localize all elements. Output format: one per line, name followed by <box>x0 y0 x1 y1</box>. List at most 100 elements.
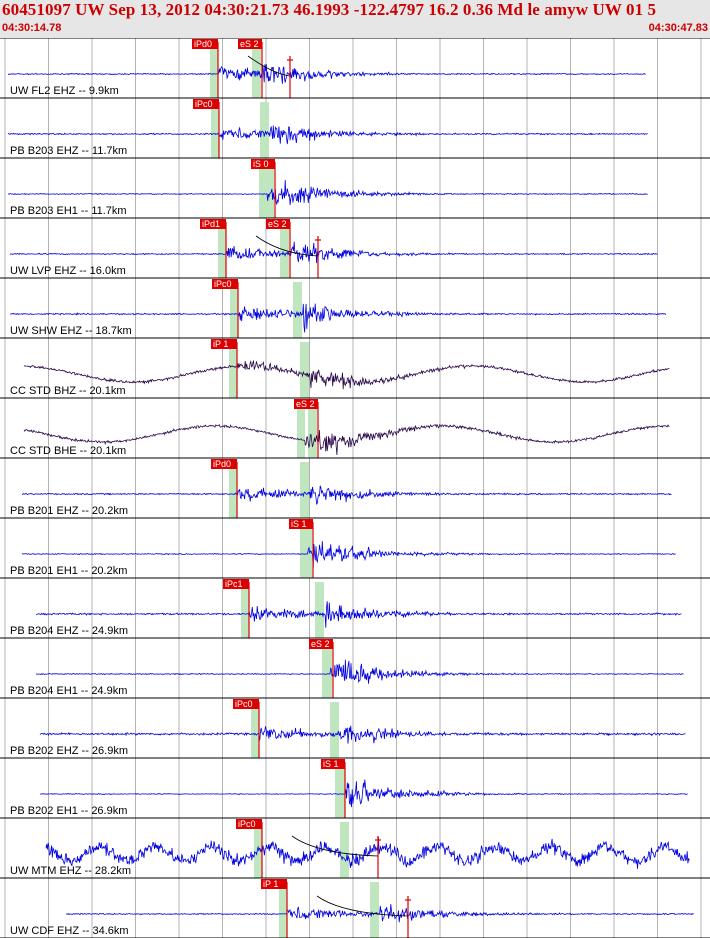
channel-row: iPd0 eS 2 UW FL2 EHZ -- 9.9km <box>0 38 710 98</box>
waveform-trace <box>7 125 648 145</box>
s-window <box>293 282 302 338</box>
p-pick-label: iPc1 <box>225 579 243 589</box>
p-pick-label: iPd0 <box>194 39 212 49</box>
p-window <box>297 402 305 458</box>
channel-row: iPc0 UW MTM EHZ -- 28.2km <box>0 817 710 878</box>
p-pick-label: iPc0 <box>235 699 253 709</box>
s-window <box>315 582 324 638</box>
p-window <box>218 222 226 278</box>
channel-list: iPd0 eS 2 UW FL2 EHZ -- 9.9km iPc0 PB B203 E… <box>0 38 710 938</box>
channel-label: UW LVP EHZ -- 16.0km <box>10 265 126 277</box>
s-window <box>252 42 261 98</box>
seismogram-panel: iPd0 eS 2 UW FL2 EHZ -- 9.9km iPc0 PB B203 E… <box>0 38 710 938</box>
p-window <box>230 282 238 338</box>
waveform-trace <box>10 303 667 333</box>
s-pick-label: iS 1 <box>291 519 307 529</box>
p-pick-flag <box>193 99 219 109</box>
channel-row: iPc1 PB B204 EHZ -- 24.9km <box>0 577 710 638</box>
channel-row: iP 1 CC STD BHZ -- 20.1km <box>0 337 710 398</box>
p-pick-label: iP 1 <box>213 339 228 349</box>
p-pick-flag <box>211 459 237 469</box>
s-pick-flag <box>309 639 333 649</box>
p-pick-flag <box>233 699 259 709</box>
event-title: 60451097 UW Sep 13, 2012 04:30:21.73 46.… <box>2 0 657 19</box>
p-window <box>279 882 287 938</box>
channel-row: iS 1 PB B202 EH1 -- 26.9km <box>0 757 710 818</box>
channel-row: eS 2 PB B204 EH1 -- 24.9km <box>0 637 710 698</box>
p-pick-flag <box>223 579 249 589</box>
s-window <box>335 762 344 818</box>
p-window <box>241 582 249 638</box>
p-pick-flag <box>212 279 238 289</box>
p-pick-flag <box>236 819 262 829</box>
p-pick-label: iP 1 <box>263 879 278 889</box>
s-pick-flag <box>289 519 313 529</box>
channel-label: UW CDF EHZ -- 34.6km <box>10 925 129 937</box>
waveform-trace <box>39 725 686 744</box>
s-pick-label: iS 0 <box>253 159 269 169</box>
coda-curve <box>255 235 319 257</box>
waveform-trace <box>7 179 648 206</box>
coda-curve <box>247 55 291 77</box>
channel-row: iPd0 PB B201 EHZ -- 20.2km <box>0 457 710 518</box>
channel-label: PB B203 EH1 -- 11.7km <box>10 205 127 217</box>
channel-row: iP 1 UW CDF EHZ -- 34.6km <box>0 877 710 938</box>
s-pick-label: eS 2 <box>311 639 330 649</box>
s-pick-label: eS 2 <box>268 219 287 229</box>
waveform-trace <box>36 601 682 628</box>
s-window <box>323 642 332 698</box>
waveform-trace <box>23 359 670 390</box>
s-pick-label: eS 2 <box>240 39 259 49</box>
p-pick-flag <box>261 879 287 889</box>
p-window <box>254 822 262 878</box>
p-pick-label: iPc0 <box>238 819 256 829</box>
channel-label: PB B202 EHZ -- 26.9km <box>10 745 128 757</box>
p-pick-label: iPc0 <box>195 99 213 109</box>
s-pick-label: iS 1 <box>323 759 339 769</box>
channel-row: eS 2 CC STD BHE -- 20.1km <box>0 397 710 458</box>
s-pick-label: eS 2 <box>296 399 315 409</box>
channel-label: PB B203 EHZ -- 11.7km <box>10 145 127 157</box>
p-window <box>210 42 218 98</box>
channel-row: iPc0 PB B203 EHZ -- 11.7km <box>0 97 710 158</box>
s-pick-flag <box>238 39 262 49</box>
p-window <box>259 162 267 218</box>
p-window <box>229 342 237 398</box>
p-pick-label: iPc0 <box>214 279 232 289</box>
channel-label: PB B204 EH1 -- 24.9km <box>10 685 127 697</box>
channel-row: iS 0 PB B203 EH1 -- 11.7km <box>0 157 710 218</box>
p-pick-flag <box>200 219 226 229</box>
channel-row: iPd1 eS 2 UW LVP EHZ -- 16.0km <box>0 217 710 278</box>
p-pick-flag <box>192 39 218 49</box>
channel-label: UW FL2 EHZ -- 9.9km <box>10 85 119 97</box>
channel-row: iPc0 PB B202 EHZ -- 26.9km <box>0 697 710 758</box>
header-bar: 60451097 UW Sep 13, 2012 04:30:21.73 46.… <box>0 0 710 38</box>
waveform-trace <box>9 241 658 264</box>
s-window <box>370 882 379 938</box>
channel-label: CC STD BHZ -- 20.1km <box>10 385 126 397</box>
p-window <box>211 102 219 158</box>
p-window <box>229 462 237 518</box>
channel-label: CC STD BHE -- 20.1km <box>10 445 126 457</box>
channel-label: PB B201 EHZ -- 20.2km <box>10 505 128 517</box>
waveform-trace <box>21 485 672 505</box>
waveform-trace <box>65 904 694 923</box>
time-start-label: 04:30:14.78 <box>2 22 62 34</box>
s-window <box>260 102 269 158</box>
s-window <box>308 402 317 458</box>
channel-label: PB B201 EH1 -- 20.2km <box>10 565 127 577</box>
s-window <box>330 702 339 758</box>
coda-curve <box>291 835 379 857</box>
waveform-trace <box>21 541 676 569</box>
channel-label: PB B202 EH1 -- 26.9km <box>10 805 127 817</box>
channel-row: iS 1 PB B201 EH1 -- 20.2km <box>0 517 710 578</box>
s-pick-flag <box>266 219 290 229</box>
channel-label: UW SHW EHZ -- 18.7km <box>10 325 132 337</box>
s-window <box>265 162 274 218</box>
p-pick-label: iPd1 <box>202 219 220 229</box>
channel-row: iPc0 UW SHW EHZ -- 18.7km <box>0 277 710 338</box>
s-pick-flag <box>294 399 318 409</box>
s-window <box>300 462 309 518</box>
s-pick-flag <box>251 159 275 169</box>
s-window <box>300 342 309 398</box>
